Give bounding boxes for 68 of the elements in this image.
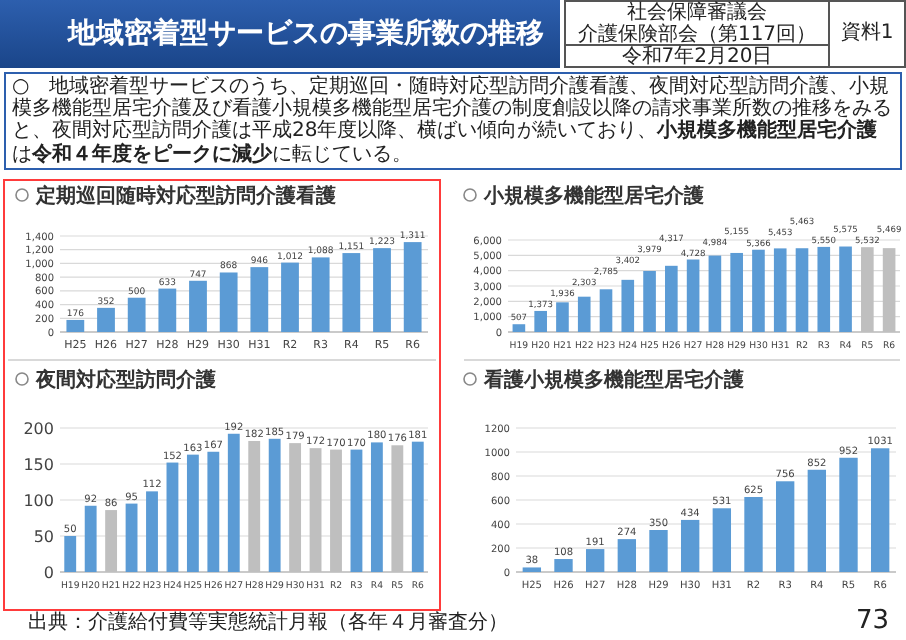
chart-title: 定期巡回随時対応型訪問介護看護	[34, 184, 336, 208]
text: 地域密着型サービスの事業所数の推移	[0, 0, 560, 68]
chart-title: 夜間対応型訪問介護	[34, 368, 216, 392]
bar	[839, 457, 858, 572]
text: ○ 地域密着型サービスのうち、定期巡回・随時対応型訪問介護看護、夜間対応型訪問介護、小規模多機能型居宅介護及び看護小規模多機能型居宅介護の制度創設以降の請求事業所数の推移をみると、夜間対応型訪問介護は平成28年度以降、横ばい傾向が続いており、小規模多機能型居宅介護は令和４年度をピークに減少に転じている。	[12, 76, 892, 166]
bar	[227, 433, 240, 572]
bar	[807, 469, 827, 572]
bar	[166, 462, 179, 572]
bar	[554, 559, 573, 572]
bar	[752, 249, 765, 332]
bar	[730, 252, 743, 332]
bar	[186, 454, 199, 572]
bar	[839, 246, 852, 332]
bar	[125, 503, 138, 572]
bar	[411, 441, 424, 572]
text: 73	[856, 606, 890, 636]
bar	[311, 257, 330, 332]
bar	[712, 508, 732, 572]
y-tick-label: 200	[23, 419, 54, 438]
chart-title: 看護小規模多機能型居宅介護	[482, 368, 744, 392]
text: 資料1	[828, 0, 906, 68]
bar	[189, 280, 207, 332]
y-tick-label: 150	[23, 455, 54, 474]
bar	[775, 481, 795, 572]
bar	[146, 491, 158, 572]
source-note: 出典：介護給付費等実態統計月報（各年４月審査分）	[28, 612, 508, 636]
text: 令和7年2月20日	[564, 44, 830, 68]
bar	[617, 539, 637, 572]
chart-title: 小規模多機能型居宅介護	[482, 184, 704, 208]
bar	[665, 265, 678, 332]
bar	[534, 310, 547, 332]
bar	[268, 438, 281, 572]
bar	[66, 319, 85, 332]
bar	[795, 248, 809, 332]
bar	[512, 324, 526, 332]
bar	[403, 242, 422, 332]
bar	[97, 307, 115, 332]
bar	[127, 297, 146, 332]
y-tick-label: 50	[33, 527, 54, 546]
bar	[84, 505, 97, 572]
bar	[643, 270, 656, 332]
bar	[686, 259, 700, 332]
bar	[158, 288, 177, 332]
text: 介護保険部会（第117回）	[577, 24, 817, 46]
bar	[250, 267, 269, 332]
bar	[680, 519, 700, 572]
bar	[577, 296, 591, 332]
bar	[585, 549, 605, 572]
bar	[708, 255, 722, 332]
bar	[370, 442, 383, 572]
bar	[342, 253, 361, 332]
bar	[350, 449, 363, 572]
bar	[599, 289, 613, 332]
y-tick-label: 100	[23, 491, 54, 510]
bar	[281, 262, 299, 332]
bar	[817, 246, 831, 332]
bar	[870, 448, 890, 572]
bar	[207, 451, 220, 572]
bar	[744, 497, 763, 572]
bar	[621, 279, 635, 332]
y-tick-label: 0	[43, 563, 54, 582]
bar	[556, 302, 569, 332]
bar	[773, 248, 787, 332]
bar	[219, 272, 238, 332]
bar	[649, 530, 668, 572]
text: 社会保障審議会	[627, 2, 767, 24]
bar	[64, 536, 77, 572]
bar	[373, 248, 391, 332]
